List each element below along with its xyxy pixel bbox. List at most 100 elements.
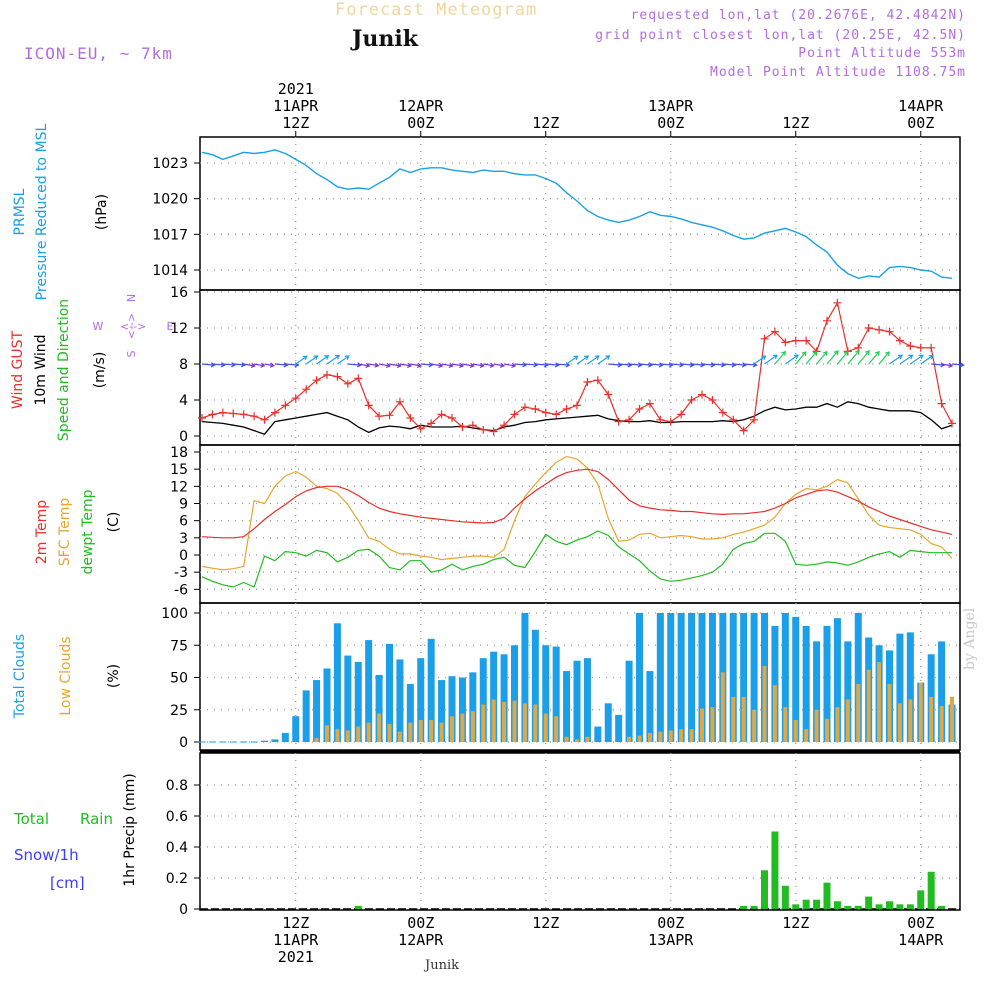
cloud-low-bar: [772, 685, 777, 742]
wind-direction-arrow: [826, 350, 839, 365]
cloud-total-bar: [323, 668, 331, 742]
cloud-total-bar: [615, 714, 623, 742]
wind-direction-arrow: [420, 362, 434, 368]
cloud-total-bar: [344, 655, 352, 742]
wind-arrow-shaft: [420, 363, 433, 366]
cloud-low-bar: [554, 716, 559, 742]
temperature-ytick-label: -6: [174, 582, 188, 598]
cloud-total-bar: [261, 740, 268, 742]
cloud-low-bar: [366, 722, 371, 742]
clouds-ytick-label: 25: [170, 703, 188, 719]
wind-arrow-head: [854, 349, 860, 355]
wind-ytick-label: 4: [179, 393, 188, 409]
wind-gust-marker: [593, 376, 602, 385]
precip-rain-bar: [792, 904, 800, 909]
wind-arrow-head: [594, 355, 600, 360]
precip-rain-bar: [854, 905, 862, 909]
wind-direction-arrow: [233, 362, 246, 368]
cloud-total-bar: [458, 677, 466, 742]
wind-arrow-shaft: [410, 363, 422, 367]
wind-direction-arrow: [399, 362, 413, 369]
wind-arrow-shaft: [899, 354, 913, 365]
wind-arrow-head: [396, 362, 402, 369]
cloud-low-bar: [856, 683, 861, 742]
wind-arrow-shaft: [629, 363, 642, 366]
wind-direction-arrow: [805, 350, 818, 365]
wind-gust-marker: [604, 390, 613, 399]
cloud-low-bar: [543, 713, 548, 742]
bottom-time-label: 2021: [278, 948, 314, 966]
wind-gust-marker: [250, 412, 259, 421]
wind-direction-arrow: [868, 350, 880, 365]
cloud-total-bar: [583, 658, 591, 742]
wind-direction-arrow: [410, 362, 423, 368]
wind-direction-arrow: [857, 350, 870, 365]
cloud-total-bar: [396, 659, 404, 742]
wind-arrow-shaft: [483, 363, 494, 367]
cloud-total-bar: [844, 641, 852, 742]
top-time-label: 12Z: [532, 114, 559, 132]
cloud-low-bar: [866, 669, 871, 742]
wind-direction-arrow: [305, 355, 319, 365]
wind-arrow-shaft: [285, 363, 299, 366]
wind-unit: (m/s): [92, 352, 108, 389]
bottom-time-label: 12Z: [532, 914, 559, 932]
wind-arrow-head: [210, 362, 216, 368]
wind-direction-arrow: [431, 362, 444, 369]
wind-gust-marker: [552, 410, 561, 419]
precip-unit: 1hr Precip (mm): [122, 773, 138, 886]
footer-station-name: Junik: [425, 958, 459, 973]
wind-arrow-shaft: [493, 363, 504, 367]
wind-gust-marker: [583, 378, 592, 386]
wind-arrow-shaft: [649, 363, 663, 366]
wind-arrow-shaft: [681, 363, 694, 366]
wind-arrow-head: [407, 362, 413, 369]
wind-arrow-head: [648, 362, 654, 368]
wind-direction-arrow: [587, 355, 600, 365]
wind-gust-marker: [823, 316, 831, 325]
wind-arrow-head: [948, 362, 954, 368]
cloud-low-bar: [460, 713, 465, 742]
cloud-low-bar: [564, 736, 569, 742]
temp-dewpt-label: dewpt Temp: [80, 489, 96, 574]
wind-arrow-shaft: [753, 355, 766, 365]
wind-arrow-head: [231, 362, 236, 368]
wind-gust-marker: [781, 338, 790, 347]
cloud-total-bar: [354, 662, 362, 742]
wind-direction-arrow: [639, 362, 654, 368]
precip-rain-bar: [938, 905, 946, 909]
wind-gust-marker: [510, 410, 519, 419]
cloud-total-bar: [448, 676, 456, 742]
wind-direction-arrow: [274, 362, 289, 368]
cloud-low-bar: [637, 735, 642, 742]
wind-gust-marker: [198, 414, 206, 422]
cloud-total-bar: [708, 613, 716, 742]
wind-arrow-head: [489, 362, 495, 368]
wind-arrow-head: [897, 354, 903, 360]
wind-gust-marker: [885, 327, 894, 336]
wind-arrow-head: [522, 362, 528, 368]
wind-arrow-head: [479, 362, 485, 368]
wind-direction-arrow: [691, 362, 706, 368]
wind-gust-marker: [531, 405, 540, 413]
cloud-total-bar: [729, 613, 737, 742]
cloud-total-bar: [281, 732, 289, 742]
wind-direction-arrow: [535, 362, 549, 368]
wind-arrow-shaft: [441, 363, 453, 367]
cloud-low-bar: [731, 696, 736, 742]
wind-arrow-head: [220, 362, 226, 368]
compass-ns-arrow: <-->: [125, 313, 138, 339]
cloud-low-bar: [793, 720, 798, 742]
precip-ytick-label: 0.4: [166, 840, 188, 856]
wind-gust-marker: [562, 405, 571, 413]
cloud-total-bar: [781, 613, 789, 742]
cloud-total-bar: [313, 680, 321, 742]
cloud-total-bar: [490, 651, 498, 742]
wind-gust-marker: [323, 370, 331, 379]
wind-gust-marker: [468, 421, 477, 430]
wind-direction-arrow: [472, 362, 485, 368]
precip-rain-bar: [844, 905, 852, 909]
cloud-low-bar: [502, 702, 507, 742]
cloud-low-bar: [689, 729, 694, 742]
wind-arrow-shaft: [233, 363, 245, 366]
